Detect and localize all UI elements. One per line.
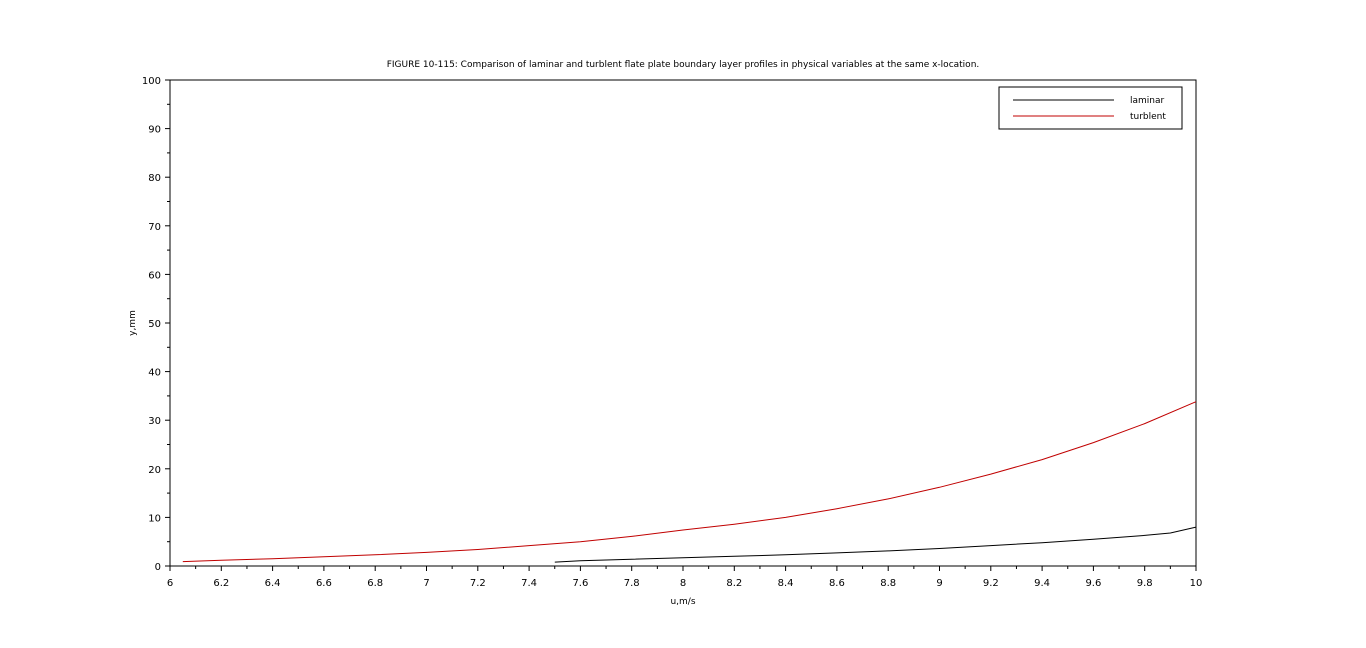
y-tick-label: 100 <box>142 76 161 87</box>
x-tick-label: 7 <box>423 578 429 589</box>
x-axis: 6 6.2 6.4 6.6 6.8 7 7.2 7.4 7.6 7.8 8 8.2 8.4 8.6 8.8 9… <box>167 566 1203 589</box>
series-layer <box>182 401 1197 563</box>
y-tick-label: 90 <box>148 125 161 136</box>
y-tick-label: 40 <box>148 368 161 379</box>
y-tick-label: 0 <box>155 562 161 573</box>
y-axis: 0 10 20 30 40 50 60 70 80 90 100 <box>142 76 170 573</box>
legend-box <box>998 86 1183 130</box>
y-tick-label: 60 <box>148 270 161 281</box>
y-tick-label: 70 <box>148 222 161 233</box>
x-tick-label: 6.4 <box>265 578 281 589</box>
x-tick-label: 9.8 <box>1137 578 1153 589</box>
x-tick-label: 7.2 <box>470 578 486 589</box>
x-tick-label: 6 <box>167 578 173 589</box>
x-tick-label: 8.4 <box>778 578 794 589</box>
y-tick-label: 80 <box>148 173 161 184</box>
legend-label-turblent: turblent <box>1130 112 1166 122</box>
x-tick-label: 8.6 <box>829 578 845 589</box>
x-tick-label: 6.6 <box>316 578 332 589</box>
x-tick-label: 9.6 <box>1085 578 1101 589</box>
x-axis-label: u,m/s <box>670 597 695 607</box>
series-line-turblent <box>182 401 1197 563</box>
series-line-laminar <box>554 526 1197 563</box>
x-tick-label: 7.4 <box>521 578 537 589</box>
x-tick-label: 6.8 <box>367 578 383 589</box>
x-tick-label: 10 <box>1190 578 1203 589</box>
legend-label-laminar: laminar <box>1130 96 1165 106</box>
y-tick-label: 30 <box>148 416 161 427</box>
x-tick-label: 9 <box>936 578 942 589</box>
x-tick-label: 8.8 <box>880 578 896 589</box>
x-tick-label: 7.6 <box>572 578 588 589</box>
y-tick-label: 50 <box>148 319 161 330</box>
x-tick-label: 9.2 <box>983 578 999 589</box>
plot-area-frame <box>169 79 1197 567</box>
x-tick-label: 7.8 <box>624 578 640 589</box>
legend: laminar turblent <box>998 86 1183 130</box>
y-tick-label: 10 <box>148 513 161 524</box>
x-tick-label: 9.4 <box>1034 578 1050 589</box>
x-tick-label: 8 <box>680 578 686 589</box>
x-tick-label: 8.2 <box>726 578 742 589</box>
x-tick-label: 6.2 <box>213 578 229 589</box>
y-tick-label: 20 <box>148 465 161 476</box>
y-axis-label: y,mm <box>128 310 138 336</box>
chart-title: FIGURE 10-115: Comparison of laminar and… <box>387 60 980 70</box>
